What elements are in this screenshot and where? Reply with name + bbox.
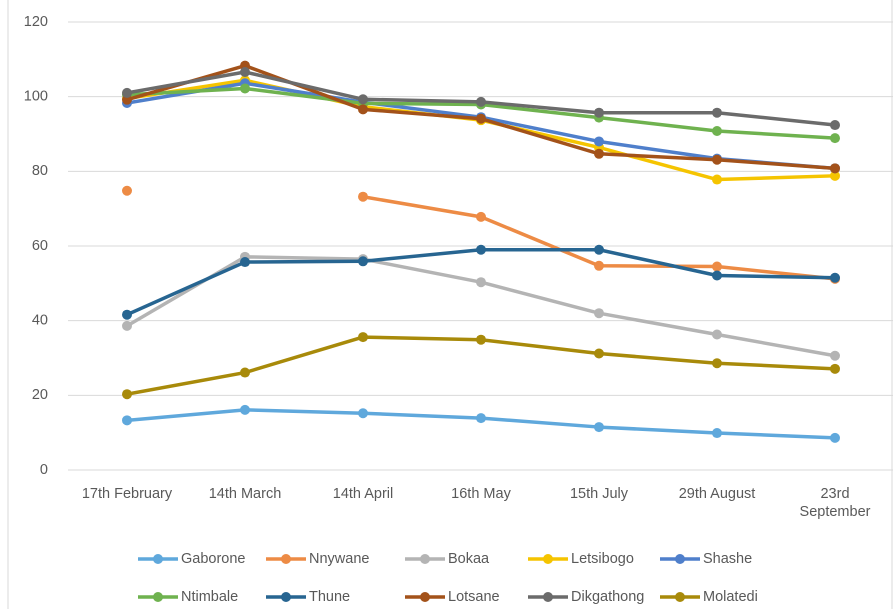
legend-label: Bokaa bbox=[448, 551, 490, 567]
chart-frame bbox=[7, 0, 893, 609]
data-point bbox=[476, 334, 486, 345]
data-point bbox=[358, 94, 368, 105]
y-tick-label: 120 bbox=[24, 14, 48, 30]
data-point bbox=[358, 104, 368, 115]
legend-label: Nnywane bbox=[309, 551, 369, 567]
x-tick-label: 29th August bbox=[678, 486, 756, 502]
y-tick-label: 100 bbox=[24, 88, 48, 104]
legend-marker bbox=[543, 592, 553, 602]
x-tick-label: 17th February bbox=[81, 486, 173, 502]
data-point bbox=[358, 332, 368, 343]
data-point bbox=[712, 358, 722, 369]
data-point bbox=[712, 154, 722, 165]
y-tick-label: 80 bbox=[32, 163, 48, 179]
legend-label: Ntimbale bbox=[181, 589, 238, 605]
legend-label: Gaborone bbox=[181, 551, 246, 567]
x-tick-label: 23rd September bbox=[799, 486, 871, 520]
data-point bbox=[830, 350, 840, 361]
y-tick-label: 20 bbox=[32, 387, 48, 403]
legend-marker bbox=[153, 592, 163, 602]
series-line bbox=[126, 335, 836, 396]
data-point bbox=[712, 126, 722, 137]
data-point bbox=[830, 120, 840, 131]
legend-label: Letsibogo bbox=[571, 551, 634, 567]
data-point bbox=[240, 404, 250, 415]
y-tick-label: 60 bbox=[32, 238, 48, 254]
data-point bbox=[712, 261, 722, 272]
legend-marker bbox=[675, 554, 685, 564]
data-point bbox=[594, 136, 604, 147]
legend-marker bbox=[675, 592, 685, 602]
data-point bbox=[476, 277, 486, 288]
x-tick-label: 15th July bbox=[569, 486, 629, 502]
data-point bbox=[712, 107, 722, 118]
data-point bbox=[594, 348, 604, 359]
data-point bbox=[712, 270, 722, 281]
legend-label: Molatedi bbox=[703, 589, 758, 605]
data-point bbox=[712, 329, 722, 340]
data-point bbox=[122, 309, 132, 320]
data-point bbox=[476, 413, 486, 424]
data-point bbox=[594, 422, 604, 433]
data-point bbox=[476, 244, 486, 255]
legend-label: Thune bbox=[309, 589, 350, 605]
data-point bbox=[358, 256, 368, 267]
x-tick-label: 14th April bbox=[332, 486, 394, 502]
data-point bbox=[240, 67, 250, 78]
data-point bbox=[122, 320, 132, 331]
data-point bbox=[594, 308, 604, 319]
legend-marker bbox=[281, 554, 291, 564]
data-point bbox=[122, 87, 132, 98]
x-tick-label: 16th May bbox=[451, 486, 511, 502]
data-point bbox=[712, 174, 722, 185]
legend-marker bbox=[420, 592, 430, 602]
data-point bbox=[594, 148, 604, 159]
legend-marker bbox=[281, 592, 291, 602]
legend-label: Lotsane bbox=[448, 589, 500, 605]
legend-marker bbox=[153, 554, 163, 564]
data-point bbox=[240, 83, 250, 94]
y-tick-label: 40 bbox=[32, 312, 48, 328]
x-tick-label: 14th March bbox=[208, 486, 282, 502]
data-point bbox=[594, 107, 604, 118]
data-point bbox=[476, 96, 486, 107]
legend-marker bbox=[420, 554, 430, 564]
y-tick-label: 0 bbox=[40, 462, 48, 478]
data-point bbox=[830, 163, 840, 174]
series-line bbox=[126, 78, 836, 182]
data-point bbox=[594, 260, 604, 271]
data-point bbox=[830, 170, 840, 181]
data-point bbox=[830, 272, 840, 283]
data-point bbox=[594, 244, 604, 255]
data-point bbox=[830, 363, 840, 374]
data-point bbox=[476, 113, 486, 124]
data-point bbox=[830, 133, 840, 144]
legend-label: Shashe bbox=[703, 551, 752, 567]
legend-label: Dikgathong bbox=[571, 589, 644, 605]
data-point bbox=[122, 389, 132, 400]
series-line bbox=[126, 81, 836, 171]
data-point bbox=[240, 367, 250, 378]
data-point bbox=[122, 415, 132, 426]
data-point bbox=[122, 185, 132, 196]
data-point bbox=[830, 432, 840, 443]
data-point bbox=[712, 428, 722, 439]
data-point bbox=[358, 408, 368, 419]
data-point bbox=[240, 257, 250, 268]
legend-marker bbox=[543, 554, 553, 564]
data-point bbox=[358, 191, 368, 202]
data-point bbox=[476, 211, 486, 222]
